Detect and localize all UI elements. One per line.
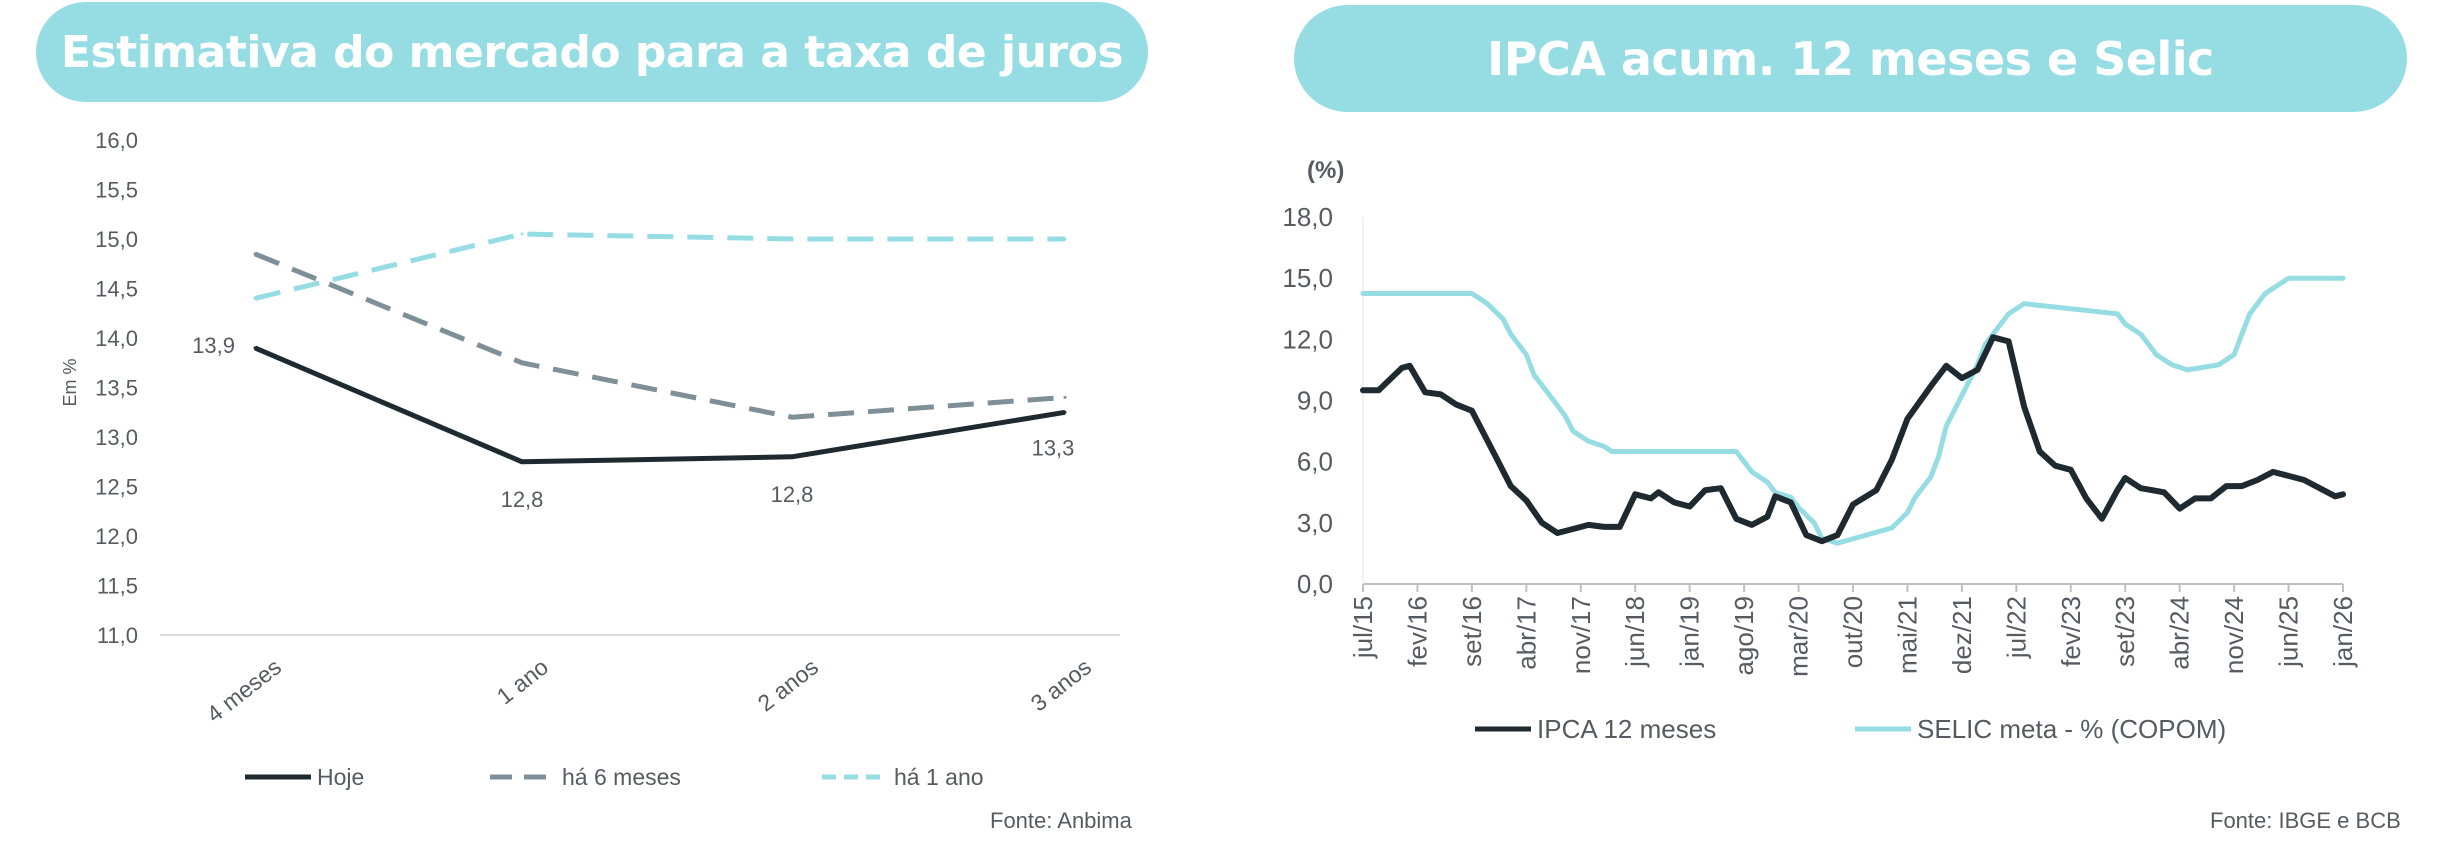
y-tick-label: 3,0 xyxy=(1297,508,1333,538)
legend-label-selic-meta-copom: SELIC meta - % (COPOM) xyxy=(1917,714,2226,744)
x-tick-label: set/23 xyxy=(2110,596,2140,667)
y-tick-label: 12,5 xyxy=(95,475,138,500)
data-label: 12,8 xyxy=(501,487,544,512)
y-tick-label: 11,0 xyxy=(97,623,138,648)
unit-label: (%) xyxy=(1307,157,1344,184)
y-tick-label: 14,0 xyxy=(95,326,138,351)
data-point xyxy=(790,237,794,241)
data-point xyxy=(253,252,257,256)
x-tick-label: mar/20 xyxy=(1784,596,1814,677)
data-point xyxy=(790,455,794,459)
legend-label-hoje: Hoje xyxy=(317,764,364,790)
legend-label-ipca-12-meses: IPCA 12 meses xyxy=(1537,714,1716,744)
series-line-ha-6-meses xyxy=(254,251,1066,420)
y-tick-label: 15,0 xyxy=(1282,263,1333,293)
y-tick-label: 16,0 xyxy=(95,128,138,153)
y-axis-label: Em % xyxy=(60,358,80,406)
x-tick-label: jan/26 xyxy=(2328,596,2358,668)
x-tick-label: nov/24 xyxy=(2219,596,2249,674)
left-chart-source: Fonte: Anbima xyxy=(990,808,1132,833)
y-tick-label: 9,0 xyxy=(1297,386,1333,416)
x-tick-label: fev/16 xyxy=(1402,596,1432,667)
legend-label-ha-1-ano: há 1 ano xyxy=(894,764,984,790)
x-tick-label: jan/19 xyxy=(1675,596,1705,668)
y-tick-label: 13,5 xyxy=(95,376,138,401)
right-chart-title: IPCA acum. 12 meses e Selic xyxy=(1294,5,2407,112)
series-line-ha-1-ano xyxy=(254,231,1065,301)
data-label: 13,9 xyxy=(192,333,235,358)
right-chart-source: Fonte: IBGE e BCB xyxy=(2210,808,2401,833)
y-tick-label: 14,5 xyxy=(95,277,138,302)
data-point xyxy=(520,460,524,464)
x-tick-label: fev/23 xyxy=(2056,596,2086,667)
interest-rate-estimate-chart: 16,0 15,5 15,0 14,5 14,0 13,5 13,0 12,5 12,0 11,5… xyxy=(60,128,1120,790)
y-tick-label: 13,0 xyxy=(95,425,138,450)
x-tick-label: set/16 xyxy=(1457,596,1487,667)
data-label: 12,8 xyxy=(771,482,814,507)
x-tick-label: dez/21 xyxy=(1947,596,1977,674)
y-tick-label: 18,0 xyxy=(1282,202,1333,232)
data-point xyxy=(1063,237,1067,241)
y-tick-label: 12,0 xyxy=(1282,324,1333,354)
legend-label-ha-6-meses: há 6 meses xyxy=(562,764,681,790)
x-tick-label: jun/25 xyxy=(2274,596,2304,668)
data-point xyxy=(520,232,524,236)
x-tick-label: nov/17 xyxy=(1566,596,1596,674)
y-tick-label: 0,0 xyxy=(1297,569,1333,599)
x-tick-label: jul/22 xyxy=(2001,596,2031,659)
data-point xyxy=(253,346,257,350)
x-tick-label: jun/18 xyxy=(1620,596,1650,668)
y-tick-label: 15,5 xyxy=(95,178,138,203)
data-point xyxy=(1063,410,1067,414)
x-tick-label: jul/15 xyxy=(1348,596,1378,659)
series-line-hoje xyxy=(254,345,1066,465)
y-tick-label: 11,5 xyxy=(97,574,138,599)
x-tick-label: ago/19 xyxy=(1729,596,1759,676)
y-tick-label: 6,0 xyxy=(1297,447,1333,477)
x-tick-label: abr/17 xyxy=(1511,596,1541,670)
data-point xyxy=(1063,395,1067,399)
series-line-selic-meta-copom xyxy=(1360,275,2346,546)
data-point xyxy=(790,415,794,419)
left-chart-title: Estimativa do mercado para a taxa de jur… xyxy=(36,2,1148,102)
y-tick-label: 12,0 xyxy=(95,524,138,549)
series-line-ipca-12-meses xyxy=(1360,334,2346,545)
data-point xyxy=(520,361,524,365)
y-tick-label: 15,0 xyxy=(95,227,138,252)
x-tick-label: mai/21 xyxy=(1892,596,1922,674)
x-tick-label: abr/24 xyxy=(2165,596,2195,670)
x-tick-label: out/20 xyxy=(1838,596,1868,668)
data-point xyxy=(253,296,257,300)
data-label: 13,3 xyxy=(1032,435,1075,460)
